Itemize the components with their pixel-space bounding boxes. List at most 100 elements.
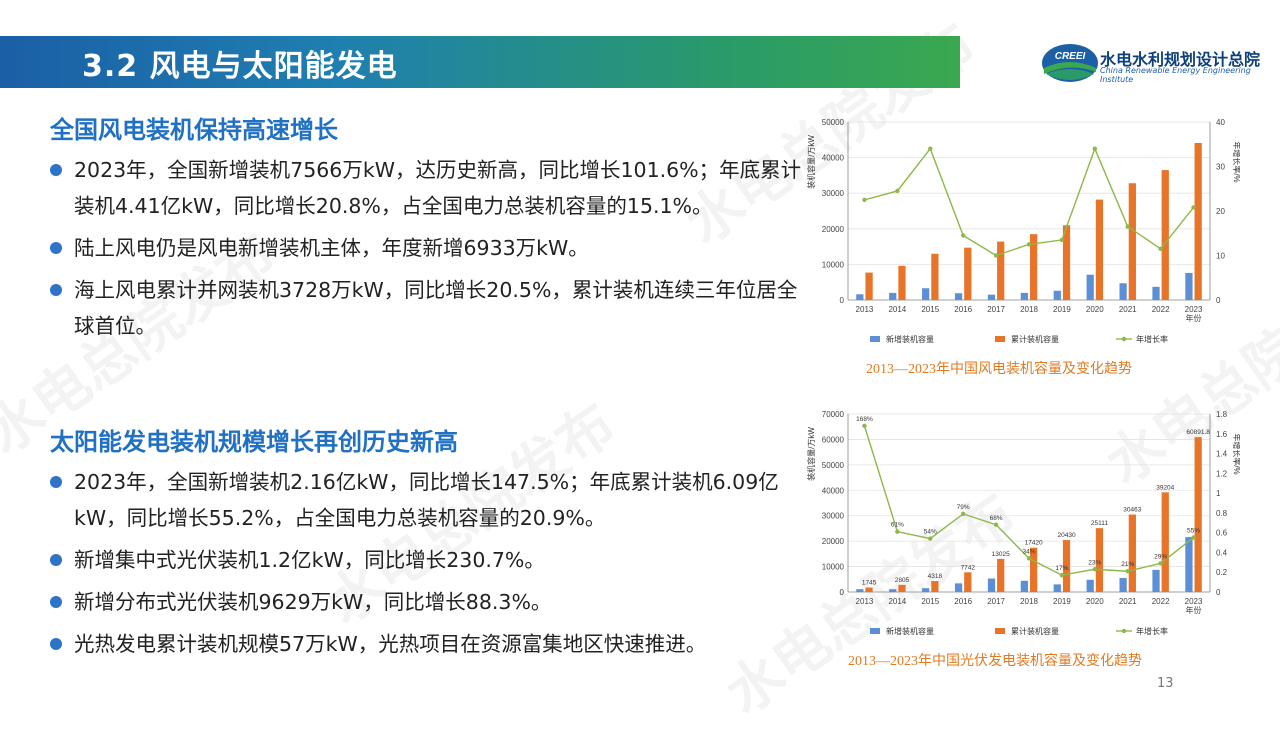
- x-tick-label: 2021: [1119, 305, 1137, 314]
- list-item: 2023年，全国新增装机2.16亿kW，同比增长147.5%；年底累计装机6.0…: [50, 464, 810, 536]
- title-band: [0, 36, 960, 88]
- x-tick-label: 2018: [1020, 305, 1038, 314]
- legend-label: 累计装机容量: [1011, 626, 1059, 636]
- growth-rate-point: [1059, 237, 1065, 243]
- bar-cumulative-capacity: [1030, 547, 1038, 592]
- bar-data-label: 7742: [961, 564, 976, 571]
- bar-new-capacity: [856, 294, 864, 300]
- bar-new-capacity: [922, 588, 930, 592]
- bar-data-label: 30463: [1123, 507, 1141, 514]
- y2-tick-label: 1: [1216, 489, 1221, 498]
- x-tick-label: 2018: [1020, 597, 1038, 606]
- slide-title: 3.2 风电与太阳能发电: [82, 49, 398, 84]
- bar-cumulative-capacity: [1194, 143, 1202, 300]
- y2-tick-label: 0: [1216, 296, 1221, 305]
- y-tick-label: 0: [840, 588, 845, 597]
- growth-rate-point: [1026, 242, 1032, 247]
- growth-rate-point: [993, 522, 999, 527]
- bar-data-label: 13025: [992, 551, 1010, 558]
- x-tick-label: 2019: [1053, 597, 1071, 606]
- x-tick-label: 2014: [888, 597, 906, 606]
- bar-cumulative-capacity: [964, 247, 972, 300]
- x-tick-label: 2016: [954, 305, 972, 314]
- bar-data-label: 20430: [1057, 532, 1075, 539]
- y2-tick-label: 0: [1216, 588, 1221, 597]
- bar-cumulative-capacity: [931, 253, 939, 300]
- x-tick-label: 2014: [888, 305, 906, 314]
- bar-new-capacity: [1185, 537, 1193, 592]
- bar-data-label: 17420: [1025, 540, 1043, 547]
- growth-rate-point: [1125, 569, 1130, 574]
- y-tick-label: 60000: [822, 435, 845, 444]
- bullet-dot: [50, 476, 62, 488]
- y-axis-label: 装机容量/万kW: [806, 427, 816, 481]
- bar-cumulative-capacity: [1128, 514, 1136, 592]
- bar-new-capacity: [1152, 286, 1160, 300]
- page-number: 13: [1157, 676, 1174, 691]
- y2-axis-label: 年增长率/%: [1232, 433, 1240, 474]
- rate-data-label: 168%: [856, 416, 873, 423]
- bar-cumulative-capacity: [1062, 540, 1071, 592]
- growth-rate-point: [895, 188, 900, 194]
- rate-data-label: 23%: [1088, 559, 1101, 566]
- legend-label: 累计装机容量: [1011, 334, 1059, 344]
- bar-new-capacity: [889, 589, 897, 592]
- bar-new-capacity: [1086, 579, 1094, 592]
- bar-new-capacity: [1020, 292, 1028, 300]
- y2-tick-label: 0.6: [1216, 529, 1228, 538]
- solar-capacity-chart: 0 10000 20000 30000 40000 50000 60000 70000 0 0.2…: [806, 410, 1240, 636]
- y2-tick-label: 1.4: [1216, 450, 1228, 459]
- solar-chart-caption: 2013—2023年中国光伏发电装机容量及变化趋势: [848, 654, 1142, 669]
- list-item: 光热发电累计装机规模57万kW，光热项目在资源富集地区快速推进。: [50, 626, 810, 662]
- bar-new-capacity: [1152, 569, 1160, 592]
- legend-label: 新增装机容量: [886, 626, 934, 636]
- bullet-dot: [50, 596, 62, 608]
- bar-cumulative-capacity: [964, 572, 972, 592]
- bar-cumulative-capacity: [1128, 183, 1136, 300]
- y2-tick-label: 0.4: [1216, 548, 1228, 557]
- bar-cumulative-capacity: [1030, 234, 1038, 300]
- wind-heading: 全国风电装机保持高速增长: [50, 116, 338, 144]
- bar-new-capacity: [954, 583, 963, 592]
- bar-new-capacity: [856, 589, 864, 592]
- y-tick-label: 0: [840, 296, 845, 305]
- growth-rate-point: [1158, 246, 1163, 252]
- x-tick-label: 2019: [1053, 305, 1071, 314]
- x-tick-label: 2021: [1119, 597, 1137, 606]
- rate-data-label: 21%: [1121, 561, 1134, 568]
- bar-data-label: 60891.8: [1186, 429, 1210, 436]
- growth-rate-line: [864, 146, 1195, 257]
- bar-new-capacity: [987, 294, 996, 300]
- y-tick-label: 40000: [822, 154, 845, 163]
- list-item: 海上风电累计并网装机3728万kW，同比增长20.5%，累计装机连续三年位居全球…: [50, 272, 810, 344]
- bullet-dot: [50, 554, 62, 566]
- solar-heading: 太阳能发电装机规模增长再创历史新高: [50, 428, 458, 456]
- legend-label: 新增装机容量: [886, 334, 934, 344]
- bar-cumulative-capacity: [997, 241, 1005, 300]
- bullet-dot: [50, 638, 62, 650]
- bar-new-capacity: [922, 288, 930, 300]
- y-tick-label: 40000: [822, 486, 845, 495]
- growth-rate-point: [960, 511, 966, 517]
- x-tick-label: 2017: [987, 305, 1005, 314]
- bar-new-capacity: [1020, 580, 1028, 592]
- growth-rate-point: [993, 253, 999, 258]
- x-unit-label: 年份: [1186, 313, 1202, 323]
- x-tick-label: 2020: [1086, 305, 1104, 314]
- legend-label: 年增长率: [1136, 334, 1168, 344]
- bar-new-capacity: [1086, 274, 1094, 300]
- bullet-dot: [50, 284, 62, 296]
- bar-cumulative-capacity: [865, 587, 873, 592]
- rate-data-label: 68%: [990, 515, 1003, 522]
- x-tick-label: 2023: [1185, 305, 1203, 314]
- x-tick-label: 2020: [1086, 597, 1104, 606]
- bar-cumulative-capacity: [1194, 437, 1202, 592]
- rate-data-label: 17%: [1055, 565, 1068, 572]
- y-tick-label: 70000: [822, 410, 845, 419]
- growth-rate-point: [1125, 224, 1130, 229]
- wind-chart-caption: 2013—2023年中国风电装机容量及变化趋势: [866, 362, 1132, 377]
- legend-point-swatch: [1121, 336, 1127, 342]
- y2-tick-label: 0.2: [1216, 568, 1228, 577]
- wind-capacity-chart: 0 10000 20000 30000 40000 50000 0 10 20 30 40 装机容量/…: [806, 118, 1240, 344]
- rate-data-label: 79%: [957, 504, 970, 511]
